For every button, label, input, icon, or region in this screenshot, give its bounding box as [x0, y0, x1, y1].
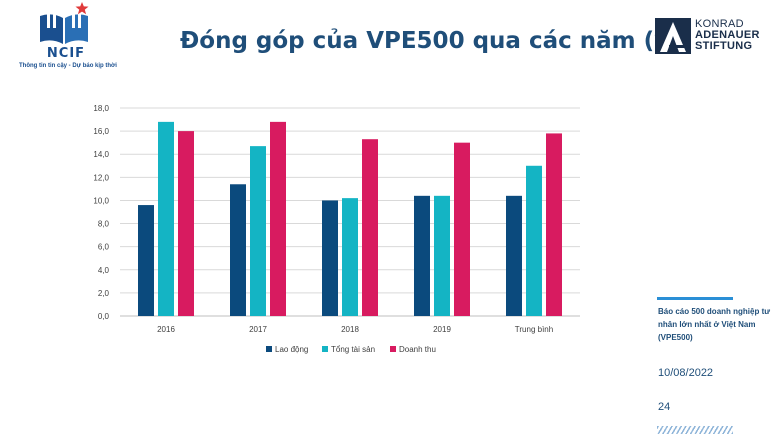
kas-logo: KONRAD ADENAUER STIFTUNG: [655, 18, 773, 58]
bar-Doanh thu: [546, 133, 562, 316]
x-tick-label: 2016: [157, 325, 175, 334]
y-tick-label: 8,0: [98, 220, 110, 229]
bar-Lao động: [230, 184, 246, 316]
bar-Doanh thu: [454, 142, 470, 316]
report-date: 10/08/2022: [658, 367, 714, 379]
kas-line-2: ADENAUER: [695, 29, 760, 41]
ncif-logo: NCIF Thông tin tin cậy - Dự báo kịp thời: [6, 2, 126, 72]
bar-Doanh thu: [362, 139, 378, 316]
report-title: Báo cáo 500 doanh nghiệp tư nhân lớn nhấ…: [658, 307, 771, 342]
y-tick-label: 14,0: [93, 150, 109, 159]
legend-label: Tổng tài sản: [331, 345, 375, 354]
kas-line-3: STIFTUNG: [695, 40, 753, 52]
y-tick-label: 18,0: [93, 104, 109, 113]
ncif-name: NCIF: [46, 46, 86, 61]
y-tick-label: 10,0: [93, 196, 109, 205]
bar-Lao động: [414, 195, 430, 316]
ncif-tagline: Thông tin tin cậy - Dự báo kịp thời: [19, 63, 117, 69]
legend-label: Lao động: [275, 345, 308, 354]
bar-Tổng tài sản: [434, 195, 450, 316]
bar-Lao động: [506, 195, 522, 316]
bar-Lao động: [322, 200, 338, 316]
bar-chart: 0,0 2,0 4,0 6,0 8,0 10,0 12,0 14,0 16,0 18,0 2016 2…: [93, 104, 580, 354]
book-star-icon: [40, 2, 89, 44]
x-tick-label: 2017: [249, 325, 267, 334]
page-number: 24: [658, 401, 671, 413]
x-tick-label: Trung bình: [515, 325, 553, 334]
legend-label: Doanh thu: [399, 345, 436, 354]
y-tick-label: 0,0: [98, 312, 110, 321]
y-tick-label: 16,0: [93, 127, 109, 136]
decorative-hatch-bar: [657, 426, 733, 434]
y-tick-label: 2,0: [98, 289, 110, 298]
bar-Lao động: [138, 205, 154, 316]
x-tick-label: 2018: [341, 325, 359, 334]
page-title: Đóng góp của VPE500 qua các năm (%): [180, 28, 688, 54]
bar-Tổng tài sản: [526, 165, 542, 316]
bar-Tổng tài sản: [342, 198, 358, 316]
legend-swatch: [266, 346, 272, 352]
legend-swatch: [390, 346, 396, 352]
bar-Doanh thu: [270, 121, 286, 316]
bar-Doanh thu: [178, 131, 194, 316]
kas-emblem-icon: [655, 18, 691, 54]
bar-Tổng tài sản: [250, 146, 266, 316]
bar-Tổng tài sản: [158, 121, 174, 316]
x-tick-label: 2019: [433, 325, 451, 334]
y-tick-label: 12,0: [93, 173, 109, 182]
kas-line-1: KONRAD: [695, 18, 744, 30]
y-tick-label: 4,0: [98, 266, 110, 275]
y-tick-label: 6,0: [98, 243, 110, 252]
legend-swatch: [322, 346, 328, 352]
sidebar-divider: [657, 297, 733, 300]
